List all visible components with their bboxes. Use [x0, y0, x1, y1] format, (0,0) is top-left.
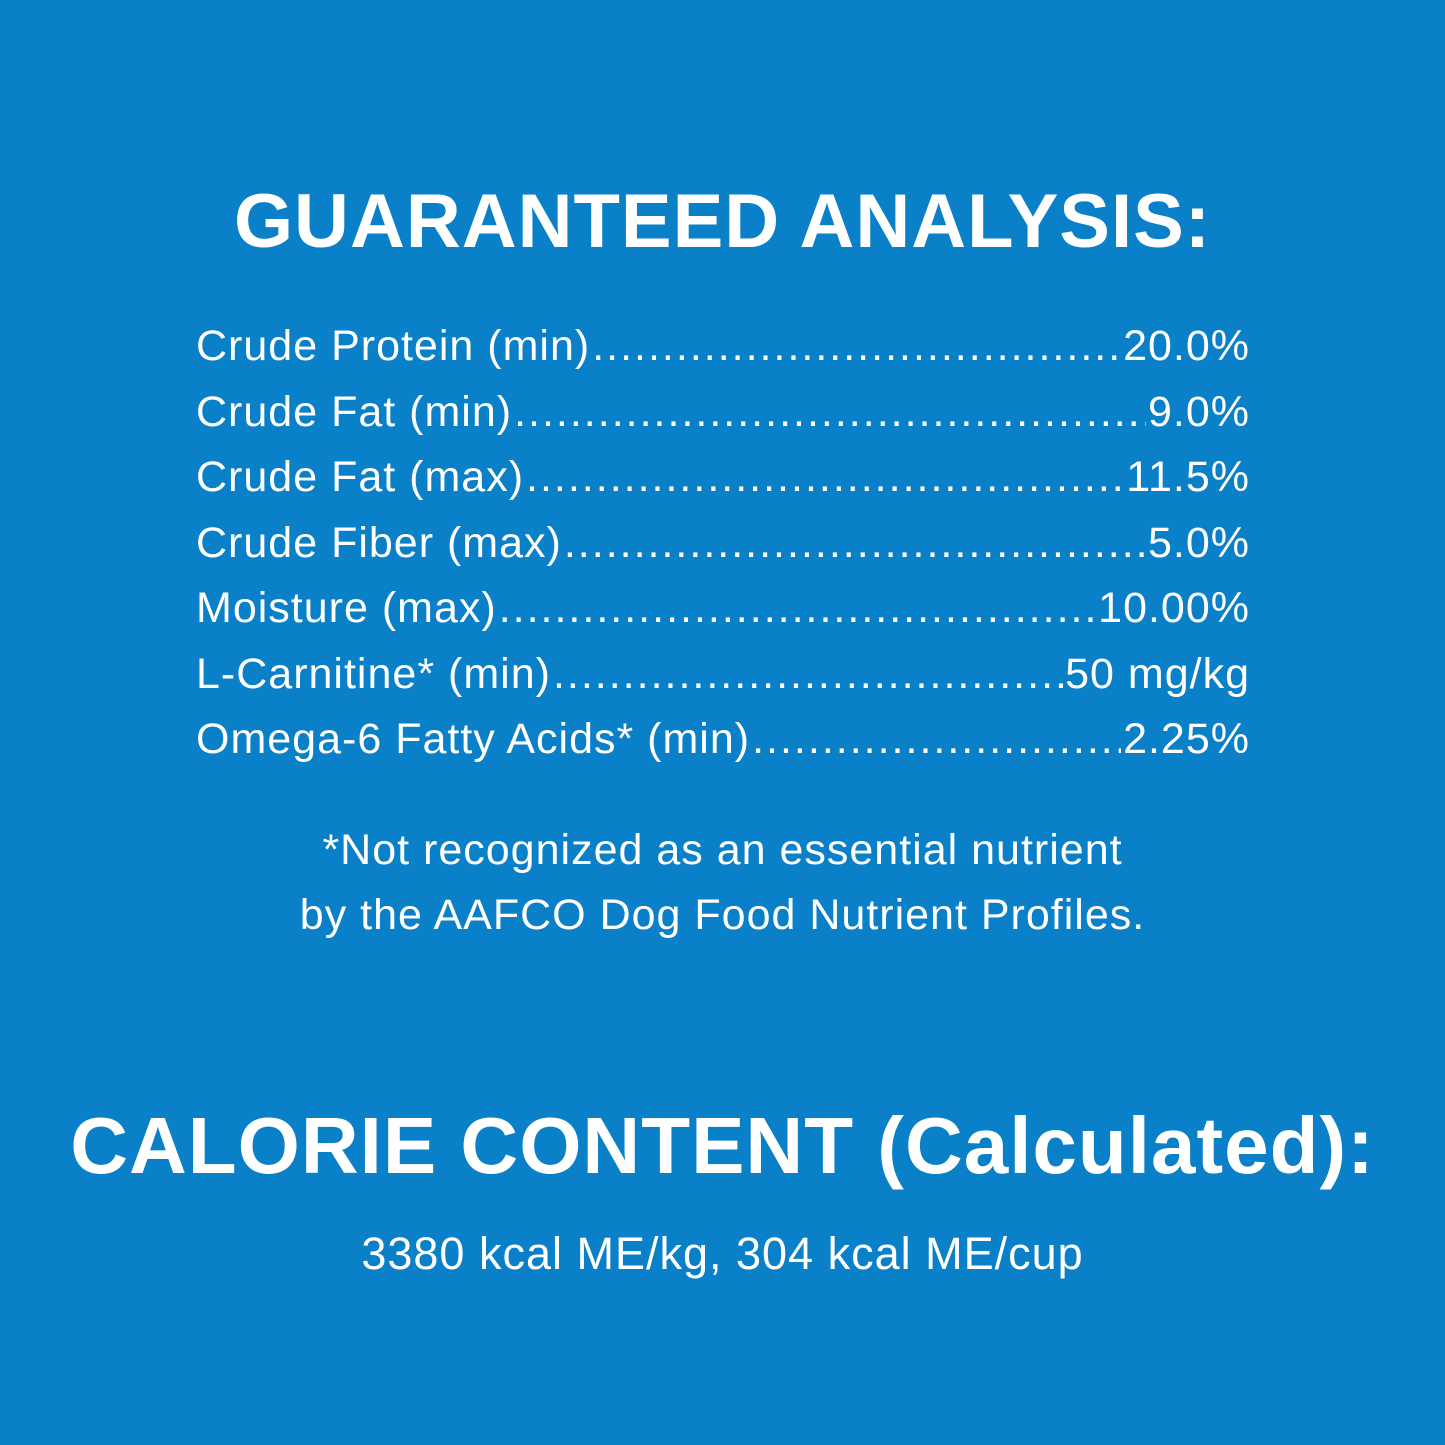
row-value: 11.5%	[1126, 453, 1250, 501]
footnote: *Not recognized as an essential nutrient…	[0, 818, 1445, 948]
row-label: Moisture (max)	[196, 584, 497, 632]
row-label: Crude Fat (min)	[196, 387, 513, 436]
guaranteed-analysis-title: GUARANTEED ANALYSIS:	[233, 179, 1212, 264]
row-value: 2.25%	[1123, 715, 1250, 763]
dot-leader	[526, 453, 1124, 502]
analysis-row: L-Carnitine* (min) 50 mg/kg	[196, 650, 1250, 716]
dot-leader	[499, 584, 1096, 633]
row-label: Crude Fiber (max)	[196, 518, 562, 567]
row-label: Crude Fat (max)	[196, 453, 525, 501]
footnote-line: *Not recognized as an essential nutrient	[322, 826, 1123, 874]
row-label: Omega-6 Fatty Acids* (min)	[196, 715, 751, 763]
analysis-row: Moisture (max) 10.00%	[196, 584, 1250, 650]
analysis-table: Crude Protein (min) 20.0% Crude Fat (min)…	[196, 322, 1250, 781]
dot-leader	[514, 388, 1146, 437]
calorie-content-value: 3380 kcal ME/kg, 304 kcal ME/cup	[361, 1228, 1084, 1279]
analysis-row: Crude Fat (min) 9.0%	[196, 388, 1250, 454]
analysis-row: Omega-6 Fatty Acids* (min) 2.25%	[196, 715, 1250, 781]
analysis-row: Crude Fiber (max) 5.0%	[196, 519, 1250, 585]
dot-leader	[592, 322, 1121, 371]
row-value: 9.0%	[1147, 387, 1250, 436]
row-value: 20.0%	[1123, 322, 1250, 370]
dot-leader	[752, 715, 1121, 764]
analysis-row: Crude Fat (max) 11.5%	[196, 453, 1250, 519]
row-value: 50 mg/kg	[1065, 649, 1250, 698]
dot-leader	[564, 519, 1146, 568]
dot-leader	[553, 650, 1063, 699]
analysis-row: Crude Protein (min) 20.0%	[196, 322, 1250, 388]
row-label: L-Carnitine* (min)	[196, 649, 551, 698]
row-label: Crude Protein (min)	[196, 322, 591, 370]
footnote-line: by the AAFCO Dog Food Nutrient Profiles.	[299, 891, 1146, 939]
row-value: 5.0%	[1147, 518, 1250, 567]
calorie-content-title: CALORIE CONTENT (Calculated):	[70, 1101, 1375, 1190]
row-value: 10.00%	[1098, 584, 1250, 632]
